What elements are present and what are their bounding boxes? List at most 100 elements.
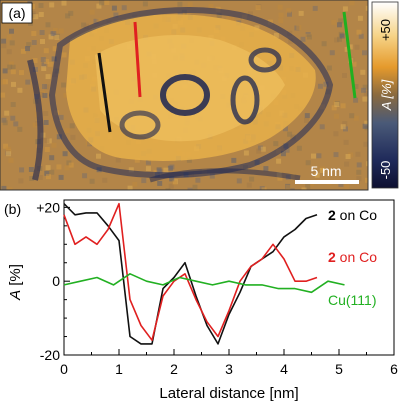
pixel [5,150,11,156]
pixel [363,90,368,96]
pixel [340,103,346,109]
pixel [54,34,60,40]
pixel [19,70,24,76]
pixel [312,5,318,11]
pixel [121,5,127,11]
pixel [61,0,67,6]
pixel [58,28,64,34]
pixel [284,147,290,153]
pixel [320,166,325,172]
pixel [167,165,173,171]
pixel [349,57,355,63]
pixel [226,16,232,22]
pixel [2,120,8,126]
pixel [26,42,32,48]
pixel [257,145,263,151]
pixel [169,164,175,170]
pixel [276,158,282,164]
pixel [19,167,25,173]
pixel [321,41,327,47]
pixel [351,61,357,67]
pixel [52,46,58,52]
pixel [31,31,37,36]
pixel [168,183,174,189]
pixel [62,151,68,157]
pixel [2,79,8,85]
pixel [89,9,95,15]
pixel [1,43,7,49]
pixel [70,134,76,140]
pixel [278,12,284,18]
pixel [32,58,38,63]
series-line-2 [63,272,345,294]
pixel [357,15,363,21]
pixel [68,10,74,16]
pixel [66,160,72,166]
pixel [344,184,350,190]
pixel [31,40,37,45]
ring-feature [160,74,210,116]
x-tick-label: 4 [280,361,288,377]
pixel [113,12,119,18]
pixel [10,64,16,70]
pixel [32,67,38,72]
pixel [254,25,260,31]
pixel [323,81,329,87]
pixel [48,34,54,40]
pixel [209,173,215,179]
pixel [283,126,288,132]
pixel [69,123,75,129]
pixel [6,151,11,157]
ring-feature [248,47,282,73]
pixel [1,117,7,123]
pixel [52,27,58,33]
pixel [287,131,293,137]
pixel [305,32,311,37]
pixel [208,3,214,9]
pixel [249,176,255,182]
pixel [243,150,249,156]
pixel [356,176,362,182]
pixel [30,11,36,17]
plot-frame [63,199,395,356]
pixel [111,5,117,11]
pixel [44,59,50,64]
x-tick-label: 6 [390,361,398,377]
pixel [273,141,279,147]
pixel [285,184,291,190]
pixel [1,38,7,44]
pixel [145,159,151,165]
pixel [192,184,198,190]
pixel [366,161,368,167]
pixel [20,48,26,54]
colorbar-max-label: +50 [378,19,393,41]
pixel [41,62,47,68]
pixel [172,180,178,186]
pixel [300,36,306,42]
pixel [25,79,31,85]
pixel [314,172,320,178]
y-tick-label: 0 [52,273,60,289]
pixel [17,126,23,132]
pixel [319,124,325,130]
pixel [44,84,50,90]
pixel [287,11,292,17]
legend-cu111: Cu(111) [328,292,377,308]
pixel [163,167,169,173]
pixel [7,64,13,70]
pixel [344,46,350,52]
y-tick-label: +20 [36,199,60,215]
pixel [246,182,252,188]
pixel [319,167,325,173]
pixel [289,188,295,190]
pixel [41,66,47,71]
pixel [56,164,62,170]
pixel [342,121,348,127]
pixel [288,38,294,44]
pixel [38,12,44,17]
pixel [273,32,279,38]
pixel [333,131,339,137]
pixel [32,122,38,128]
pixel [305,160,311,166]
